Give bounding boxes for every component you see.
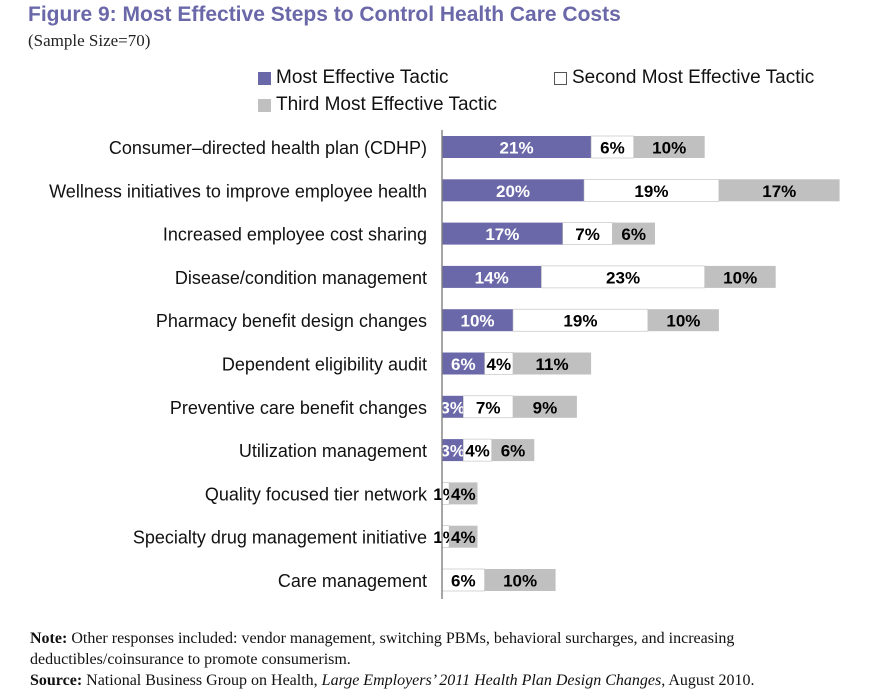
bar-segment	[633, 136, 705, 158]
data-label: 10%	[460, 312, 494, 331]
chart-subtitle: (Sample Size=70)	[28, 31, 151, 50]
bar-segment	[442, 136, 592, 158]
legend-label-third: Third Most Effective Tactic	[276, 94, 498, 115]
data-label: 4%	[465, 442, 490, 461]
legend-swatch-second	[554, 71, 567, 85]
data-label: 6%	[451, 355, 476, 374]
data-label: 6%	[501, 442, 526, 461]
bar-segment	[612, 222, 655, 245]
chart-title: Figure 9: Most Effective Steps to Contro…	[28, 3, 621, 26]
source-text-before: National Business Group on Health,	[82, 672, 322, 689]
legend-label-most: Most Effective Tactic	[276, 67, 449, 88]
category-label: Wellness initiatives to improve employee…	[49, 181, 427, 201]
source-line: Source: National Business Group on Healt…	[30, 670, 875, 691]
data-label: 6%	[621, 225, 646, 244]
legend-item-most: Most Effective Tactic	[258, 67, 448, 89]
data-label: 4%	[487, 355, 512, 374]
footnote: Note: Other responses included: vendor m…	[30, 628, 875, 691]
data-label: 11%	[536, 355, 569, 374]
data-label: 10%	[652, 139, 686, 158]
legend-swatch-most	[258, 71, 271, 85]
bar-segment	[449, 525, 478, 548]
bar-segment	[442, 222, 563, 245]
data-label: 4%	[451, 485, 476, 504]
data-label: 17%	[485, 225, 519, 244]
bar-segment	[442, 265, 542, 288]
legend-item-second: Second Most Effective Tactic	[554, 67, 814, 89]
data-label: 19%	[563, 312, 597, 331]
data-label: 17%	[762, 182, 796, 201]
data-label: 23%	[606, 268, 640, 287]
note-label: Note:	[30, 630, 68, 647]
category-label: Pharmacy benefit design changes	[156, 311, 427, 331]
bar-segment	[647, 309, 719, 332]
note-line: Note: Other responses included: vendor m…	[30, 628, 875, 670]
bar-segment	[590, 135, 634, 159]
data-label: 10%	[503, 572, 537, 591]
data-label: 4%	[451, 528, 476, 547]
source-text-after: , August 2010.	[661, 672, 755, 689]
data-label: 10%	[723, 268, 757, 287]
legend-item-third: Third Most Effective Tactic	[258, 94, 497, 116]
data-label: 7%	[476, 398, 501, 417]
bar-segment	[442, 439, 464, 462]
category-label: Preventive care benefit changes	[170, 398, 427, 418]
bar-segment	[449, 482, 478, 505]
bar-segment	[491, 439, 535, 462]
data-label: 9%	[533, 398, 558, 417]
bar-segment	[442, 179, 584, 202]
data-label: 20%	[496, 182, 530, 201]
bar-segment	[484, 569, 556, 591]
data-label: 10%	[666, 312, 700, 331]
category-label: Increased employee cost sharing	[163, 225, 427, 245]
category-label: Utilization management	[239, 441, 427, 461]
bar-segment	[442, 395, 464, 418]
data-label: 6%	[600, 139, 625, 158]
data-label: 21%	[500, 139, 534, 158]
bar-segment	[704, 265, 776, 288]
bar-segment	[442, 309, 513, 332]
data-label: 3%	[440, 398, 465, 417]
category-label: Care management	[278, 571, 427, 591]
bar-segment	[462, 438, 492, 462]
data-label: 3%	[440, 442, 465, 461]
bar-segment	[513, 395, 577, 418]
category-label: Specialty drug management initiative	[133, 528, 427, 548]
bar-segment	[442, 352, 485, 375]
note-text: Other responses included: vendor managem…	[30, 630, 735, 668]
data-label: 6%	[451, 572, 476, 591]
source-title: Large Employers’ 2011 Health Plan Design…	[321, 672, 662, 689]
data-label: 7%	[575, 225, 600, 244]
legend-label-second: Second Most Effective Tactic	[572, 67, 815, 88]
data-label: 19%	[634, 182, 668, 201]
bar-segment	[718, 179, 840, 202]
category-label: Quality focused tier network	[205, 484, 428, 504]
data-label: 14%	[475, 268, 509, 287]
legend-swatch-third	[258, 98, 271, 112]
category-label: Dependent eligibility audit	[222, 355, 427, 375]
bar-segment	[513, 352, 592, 375]
category-label: Disease/condition management	[175, 268, 427, 288]
source-label: Source:	[30, 672, 83, 689]
bar-chart: Consumer–directed health plan (CDHP) 21% 6…	[49, 130, 840, 599]
category-label: Consumer–directed health plan (CDHP)	[109, 138, 427, 158]
